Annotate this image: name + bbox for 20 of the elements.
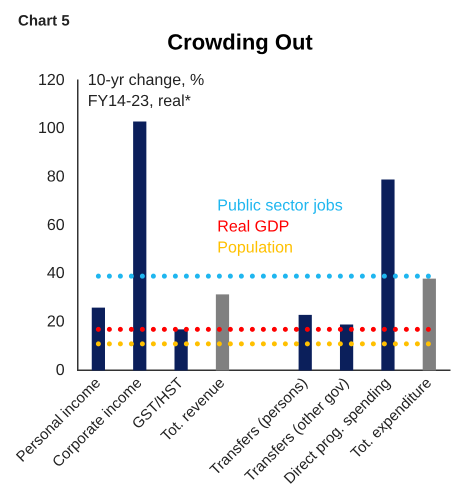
y-tick-label: 100 xyxy=(38,120,65,138)
chart-title: Crowding Out xyxy=(167,29,314,54)
y-tick-label: 40 xyxy=(46,265,65,282)
ref-line-label: Real GDP xyxy=(217,218,290,236)
bar xyxy=(216,294,230,370)
bar xyxy=(422,278,436,370)
annotation: 10-yr change, % FY14-23, real* xyxy=(88,72,204,110)
y-tick-label: 80 xyxy=(46,168,65,186)
bar xyxy=(298,314,312,370)
bar xyxy=(174,329,188,370)
bar xyxy=(92,308,105,370)
y-tick-label: 0 xyxy=(56,362,65,379)
bar xyxy=(381,180,395,370)
y-tick-label: 60 xyxy=(46,216,65,234)
y-tick-label: 120 xyxy=(38,72,65,89)
bar xyxy=(133,121,146,370)
ref-line-label: Public sector jobs xyxy=(217,197,343,214)
caption: Chart 5 xyxy=(18,12,70,30)
y-tick-label: 20 xyxy=(46,314,65,331)
ref-line-label: Population xyxy=(217,239,293,256)
